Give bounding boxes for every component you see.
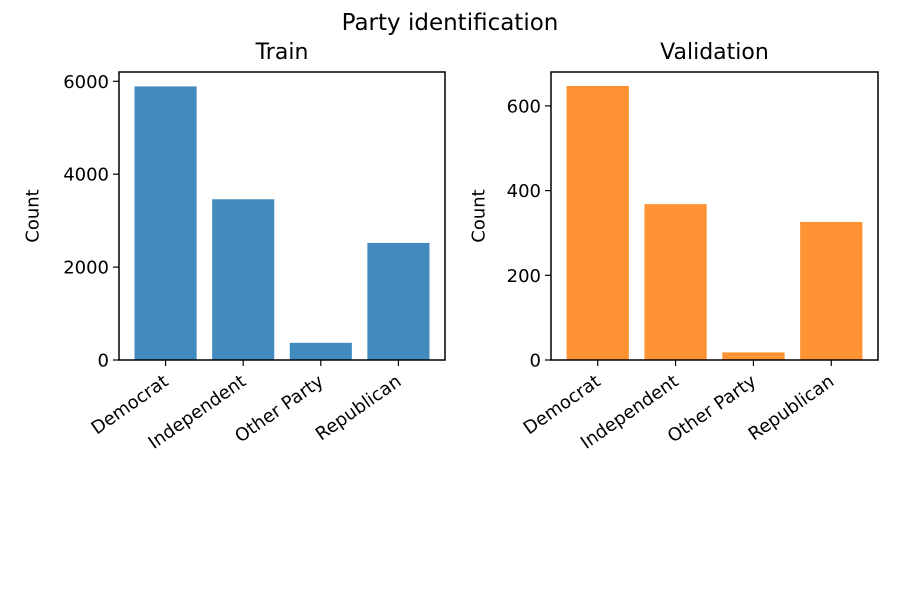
axes-title: Validation [660, 40, 769, 65]
figure-suptitle: Party identification [342, 10, 559, 36]
bar-republican [800, 221, 863, 360]
bar-independent [644, 204, 707, 360]
x-tick-label-republican: Republican [745, 371, 838, 445]
x-tick-label-other-party: Other Party [664, 371, 761, 447]
axes-frame [550, 71, 879, 361]
bar-independent [212, 199, 275, 360]
y-tick-label: 6000 [63, 72, 109, 93]
y-tick-label: 2000 [63, 258, 109, 279]
axes-title: Train [255, 40, 309, 65]
axes-frame [118, 71, 446, 361]
y-tick-label: 0 [98, 351, 109, 372]
y-axis-label: Count [469, 189, 490, 242]
y-tick-label: 400 [507, 181, 541, 202]
x-tick-label-republican: Republican [312, 371, 405, 445]
bar-other-party [289, 342, 352, 360]
bar-other-party [722, 352, 785, 360]
y-tick-label: 600 [507, 96, 541, 117]
bar-democrat [566, 85, 629, 360]
bar-republican [367, 242, 430, 360]
y-axis-label: Count [23, 189, 44, 242]
y-tick-label: 200 [507, 266, 541, 287]
bar-democrat [134, 86, 197, 361]
y-tick-label: 4000 [63, 165, 109, 186]
y-tick-label: 0 [530, 351, 541, 372]
